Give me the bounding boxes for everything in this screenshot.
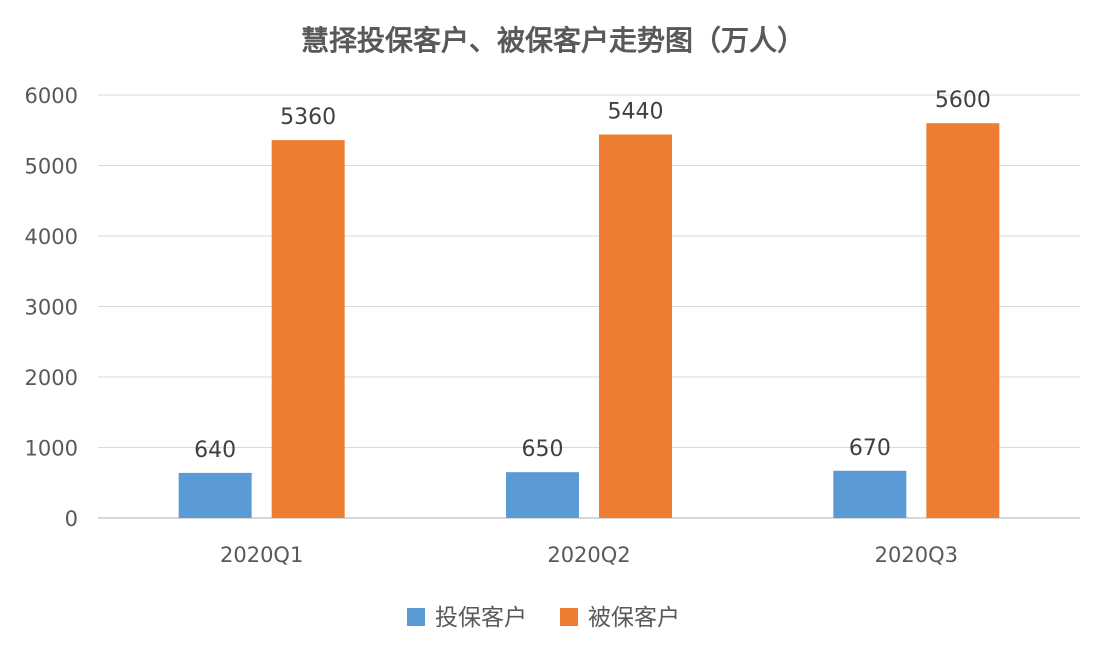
x-axis-category-labels: 2020Q1 2020Q2 2020Q3 — [220, 543, 958, 567]
gridlines — [98, 94, 1080, 519]
data-label: 5600 — [935, 88, 991, 113]
y-tick-label: 3000 — [25, 296, 78, 320]
bar-series2 — [271, 140, 345, 518]
data-labels: 640 5360 650 5440 670 5600 — [194, 88, 991, 463]
legend-swatch — [560, 608, 578, 626]
legend: 投保客户 被保客户 — [407, 605, 680, 631]
y-tick-label: 0 — [65, 507, 78, 531]
y-tick-label: 1000 — [25, 437, 78, 461]
bar-series1 — [833, 470, 907, 518]
data-label: 640 — [194, 438, 236, 463]
data-label: 5360 — [280, 105, 336, 130]
legend-swatch — [407, 608, 425, 626]
chart-title: 慧择投保客户、被保客户走势图（万人） — [301, 24, 805, 57]
bars — [178, 123, 1000, 519]
legend-label: 被保客户 — [588, 605, 680, 631]
category-label: 2020Q3 — [875, 543, 958, 567]
y-axis-tick-labels: 0 1000 2000 3000 4000 5000 6000 — [25, 84, 78, 531]
bar-series1 — [506, 472, 579, 518]
category-label: 2020Q2 — [547, 543, 630, 567]
legend-label: 投保客户 — [435, 605, 527, 631]
bar-series2 — [599, 134, 672, 519]
data-label: 650 — [522, 437, 564, 462]
bar-series2 — [926, 123, 1000, 518]
y-tick-label: 4000 — [25, 225, 78, 249]
data-label: 670 — [849, 436, 891, 461]
y-tick-label: 2000 — [25, 366, 78, 390]
y-tick-label: 5000 — [25, 155, 78, 179]
data-label: 5440 — [608, 99, 664, 124]
bar-series1 — [178, 472, 252, 518]
y-tick-label: 6000 — [25, 84, 78, 108]
category-label: 2020Q1 — [220, 543, 303, 567]
